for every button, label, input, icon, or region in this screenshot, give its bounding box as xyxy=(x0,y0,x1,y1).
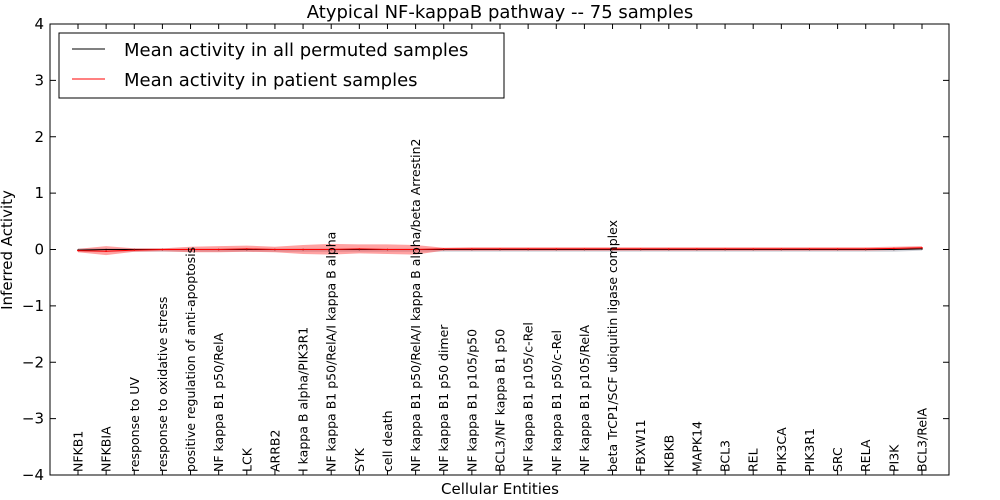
patient-point-1 xyxy=(105,250,107,252)
patient-point-8 xyxy=(302,248,304,251)
x-tick-label: NF kappa B1 p105/p50 xyxy=(464,329,479,472)
x-tick-label: SRC xyxy=(830,447,845,472)
y-tick-label: −4 xyxy=(22,466,44,484)
patient-point-28 xyxy=(864,248,867,250)
patient-point-7 xyxy=(274,248,276,251)
patient-point-23 xyxy=(724,248,726,250)
patient-point-2 xyxy=(133,249,136,251)
x-tick-label: NF kappa B1 p50/c-Rel xyxy=(549,330,564,472)
x-tick-label: NF kappa B1 p50/RelA/I kappa B alpha xyxy=(324,232,339,472)
y-tick-label: −1 xyxy=(22,297,44,315)
x-tick-label: RELA xyxy=(858,439,873,472)
patient-point-21 xyxy=(668,248,670,250)
x-tick-label: BCL3 xyxy=(718,440,733,472)
patient-point-13 xyxy=(442,248,445,250)
x-tick-label: NFKBIA xyxy=(99,426,114,472)
y-axis-ticks: −4 −3 −2 −1 0 1 2 3 4 xyxy=(22,15,949,484)
x-tick-label: response to UV xyxy=(127,377,142,472)
legend-box xyxy=(58,32,505,99)
permuted-point-1 xyxy=(105,248,107,251)
x-tick-label: NF kappa B1 p50/RelA/I kappa B alpha/bet… xyxy=(408,139,423,473)
patient-point-29 xyxy=(893,247,895,250)
x-tick-label: PIK3CA xyxy=(774,427,789,472)
patient-point-26 xyxy=(808,248,811,250)
legend-label-permuted: Mean activity in all permuted samples xyxy=(124,40,468,61)
y-tick-label: 1 xyxy=(34,184,44,202)
patient-point-18 xyxy=(583,248,586,250)
x-axis-ticks: NFKB1 NFKBIA response to UV response to oxi… xyxy=(71,24,930,475)
patient-point-0 xyxy=(77,249,79,252)
x-tick-label: cell death xyxy=(380,410,395,472)
patient-point-25 xyxy=(780,248,783,250)
legend-label-patient: Mean activity in patient samples xyxy=(124,70,418,91)
patient-point-30 xyxy=(921,247,923,249)
patient-point-27 xyxy=(836,248,839,250)
x-tick-label: NF kappa B1 p50/RelA xyxy=(211,332,226,472)
patient-point-20 xyxy=(639,248,642,250)
patient-point-6 xyxy=(246,248,248,250)
patient-point-16 xyxy=(527,248,529,250)
x-tick-label: NF kappa B1 p105/c-Rel xyxy=(521,322,536,472)
patient-point-9 xyxy=(330,248,333,251)
patient-point-15 xyxy=(499,248,501,250)
x-tick-label: PI3K xyxy=(886,444,901,472)
x-tick-label: NF kappa B1 p50 dimer xyxy=(436,324,451,472)
patient-point-11 xyxy=(386,248,389,251)
patient-point-19 xyxy=(611,248,614,250)
patient-point-10 xyxy=(358,248,361,250)
x-tick-label: NFKB1 xyxy=(71,431,86,472)
x-tick-label: response to oxidative stress xyxy=(155,297,170,472)
x-tick-label: NF kappa B1 p105/RelA xyxy=(577,325,592,472)
x-tick-label: PIK3R1 xyxy=(802,428,817,472)
patient-point-4 xyxy=(189,248,192,251)
patient-point-5 xyxy=(217,248,220,251)
y-tick-label: 4 xyxy=(34,15,44,33)
patient-point-12 xyxy=(414,248,417,251)
patient-point-14 xyxy=(471,248,473,250)
y-tick-label: 2 xyxy=(34,128,44,146)
x-tick-label: beta TrCP1/SCF ubiquitin ligase complex xyxy=(605,220,620,472)
x-tick-label: BCL3/NF kappa B1 p50 xyxy=(493,329,508,472)
chart-title: Atypical NF-kappaB pathway -- 75 samples xyxy=(307,2,693,23)
patient-point-22 xyxy=(696,248,698,250)
x-tick-label: I kappa B alpha/PIK3R1 xyxy=(296,327,311,472)
x-tick-label: LCK xyxy=(239,447,254,472)
y-tick-label: 3 xyxy=(34,71,44,89)
y-tick-label: −3 xyxy=(22,410,44,428)
permuted-point-29 xyxy=(893,248,895,251)
x-tick-label: ARRB2 xyxy=(267,430,282,472)
x-tick-label: IKBKB xyxy=(661,435,676,472)
x-tick-label: MAPK14 xyxy=(689,421,704,472)
x-axis-label: Cellular Entities xyxy=(441,480,559,498)
x-tick-label: BCL3/RelA xyxy=(915,408,930,472)
plot-frame xyxy=(49,23,950,476)
patient-point-3 xyxy=(161,248,164,251)
patient-point-17 xyxy=(555,248,558,250)
lines-layer xyxy=(77,247,923,252)
y-axis-label: Inferred Activity xyxy=(0,190,16,310)
x-tick-label: SYK xyxy=(352,447,367,472)
legend: Mean activity in all permuted samples Me… xyxy=(58,32,505,99)
x-tick-label: positive regulation of anti-apoptosis xyxy=(183,247,198,472)
y-tick-label: 0 xyxy=(34,241,44,259)
patient-point-24 xyxy=(752,248,754,250)
x-tick-label: REL xyxy=(746,448,761,472)
permuted-point-30 xyxy=(921,248,923,250)
x-tick-label: FBXW11 xyxy=(633,419,648,472)
y-tick-label: −2 xyxy=(22,353,44,371)
